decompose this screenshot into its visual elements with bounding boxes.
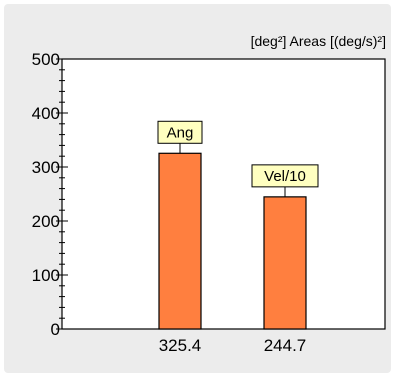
y-tick-label: 100 <box>32 266 60 285</box>
bar-label: Vel/10 <box>264 168 306 185</box>
x-tick-label: 325.4 <box>159 336 202 355</box>
bar-chart: [deg²] Areas [(deg/s)²] 0 100 200 300 400 500… <box>32 33 386 355</box>
bar-label-box <box>251 164 319 188</box>
x-tick-label: 244.7 <box>264 336 307 355</box>
y-tick-label: 200 <box>32 212 60 231</box>
bar <box>263 196 307 330</box>
y-tick-label: 300 <box>32 158 60 177</box>
chart-title: [deg²] Areas [(deg/s)²] <box>251 33 386 49</box>
y-tick-label: 0 <box>51 320 60 339</box>
x-axis-labels: 325.4 244.7 <box>159 336 307 355</box>
y-tick-label: 400 <box>32 104 60 123</box>
bar <box>158 152 202 330</box>
bars: Ang Vel/10 <box>157 120 319 330</box>
y-tick-label: 500 <box>32 50 60 69</box>
y-axis: 0 100 200 300 400 500 <box>32 50 68 339</box>
plot-area <box>61 58 386 330</box>
bar-label: Ang <box>167 124 194 141</box>
bar-label-box <box>157 120 203 144</box>
chart-panel: [deg²] Areas [(deg/s)²] 0 100 200 300 400 500… <box>4 4 391 373</box>
